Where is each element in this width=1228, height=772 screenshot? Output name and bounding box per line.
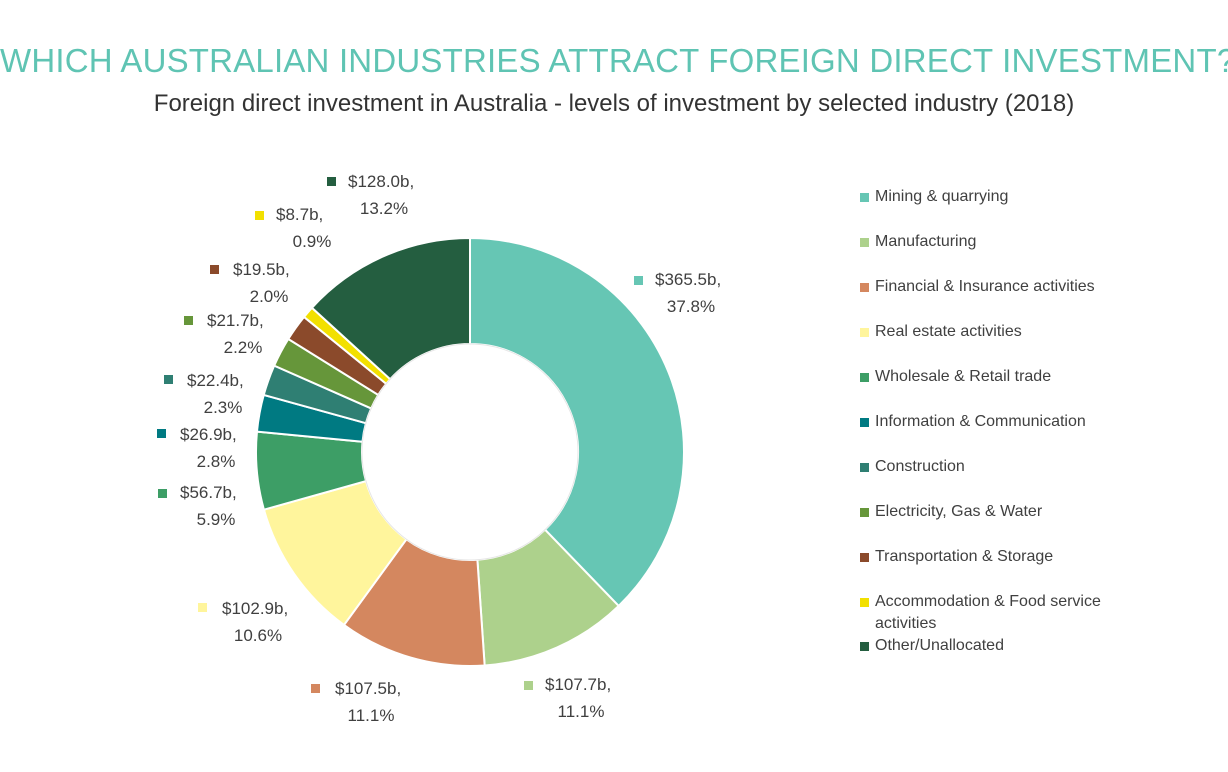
legend-swatch [860, 553, 869, 562]
data-label-value-7: $21.7b, [207, 311, 264, 330]
data-label-percent-0: 37.8% [667, 297, 715, 316]
legend-label: Transportation & Storage [875, 548, 1054, 565]
data-label-swatch-0 [634, 276, 643, 285]
legend-swatch [860, 328, 869, 337]
data-label-percent-1: 11.1% [558, 702, 605, 721]
legend-label: Construction [875, 458, 965, 475]
data-label-swatch-6 [164, 375, 173, 384]
legend-item-7: Electricity, Gas & Water [860, 501, 1160, 523]
data-label-value-8: $19.5b, [233, 260, 290, 279]
data-label-percent-5: 2.8% [197, 452, 236, 471]
legend-label: Financial & Insurance activities [875, 278, 1095, 295]
chart-subtitle: Foreign direct investment in Australia -… [153, 90, 1075, 117]
legend-label: Other/Unallocated [875, 637, 1004, 654]
legend-swatch [860, 598, 869, 607]
donut-hole [361, 343, 579, 561]
data-label-percent-2: 11.1% [348, 706, 395, 725]
legend-label: Information & Communication [875, 413, 1086, 430]
chart-legend: Mining & quarrying Manufacturing Financial… [860, 186, 1160, 680]
data-label-value-1: $107.7b, [545, 675, 611, 694]
legend-item-5: Information & Communication [860, 411, 1160, 433]
legend-item-6: Construction [860, 456, 1160, 478]
legend-label: Mining & quarrying [875, 188, 1009, 205]
data-label-value-3: $102.9b, [222, 599, 288, 618]
legend-item-0: Mining & quarrying [860, 186, 1160, 208]
legend-swatch [860, 193, 869, 202]
legend-swatch [860, 508, 869, 517]
data-label-value-5: $26.9b, [180, 425, 237, 444]
data-label-swatch-2 [311, 684, 320, 693]
data-label-value-10: $128.0b, [348, 172, 414, 191]
data-label-swatch-9 [255, 211, 264, 220]
legend-swatch [860, 418, 869, 427]
legend-label: Electricity, Gas & Water [875, 503, 1043, 520]
data-label-swatch-10 [327, 177, 336, 186]
data-label-swatch-5 [157, 429, 166, 438]
legend-swatch [860, 238, 869, 247]
data-label-percent-6: 2.3% [204, 398, 243, 417]
data-label-percent-4: 5.9% [197, 510, 236, 529]
data-label-percent-9: 0.9% [293, 232, 332, 251]
data-label-value-9: $8.7b, [276, 205, 323, 224]
data-label-percent-7: 2.2% [224, 338, 263, 357]
data-label-swatch-7 [184, 316, 193, 325]
data-label-value-4: $56.7b, [180, 483, 237, 502]
data-label-value-0: $365.5b, [655, 270, 721, 289]
legend-swatch [860, 463, 869, 472]
legend-label: Wholesale & Retail trade [875, 368, 1052, 385]
legend-item-10: Other/Unallocated [860, 635, 1160, 657]
legend-item-2: Financial & Insurance activities [860, 276, 1160, 298]
legend-item-8: Transportation & Storage [860, 546, 1160, 568]
data-label-swatch-1 [524, 681, 533, 690]
legend-label: Real estate activities [875, 323, 1022, 340]
legend-item-4: Wholesale & Retail trade [860, 366, 1160, 388]
legend-swatch [860, 373, 869, 382]
legend-swatch [860, 283, 869, 292]
data-label-swatch-3 [198, 603, 207, 612]
chart-title: WHICH AUSTRALIAN INDUSTRIES ATTRACT FORE… [0, 42, 1228, 79]
legend-item-3: Real estate activities [860, 321, 1160, 343]
data-label-percent-8: 2.0% [250, 287, 289, 306]
data-label-percent-10: 13.2% [360, 199, 408, 218]
data-label-swatch-4 [158, 489, 167, 498]
data-label-swatch-8 [210, 265, 219, 274]
legend-item-1: Manufacturing [860, 231, 1160, 253]
data-label-value-6: $22.4b, [187, 371, 244, 390]
data-label-percent-3: 10.6% [234, 626, 282, 645]
legend-label: Accommodation & Food service activities [875, 593, 1101, 632]
data-label-value-2: $107.5b, [335, 679, 401, 698]
legend-item-9: Accommodation & Food service activities [860, 591, 1160, 635]
legend-label: Manufacturing [875, 233, 977, 250]
legend-swatch [860, 642, 869, 651]
